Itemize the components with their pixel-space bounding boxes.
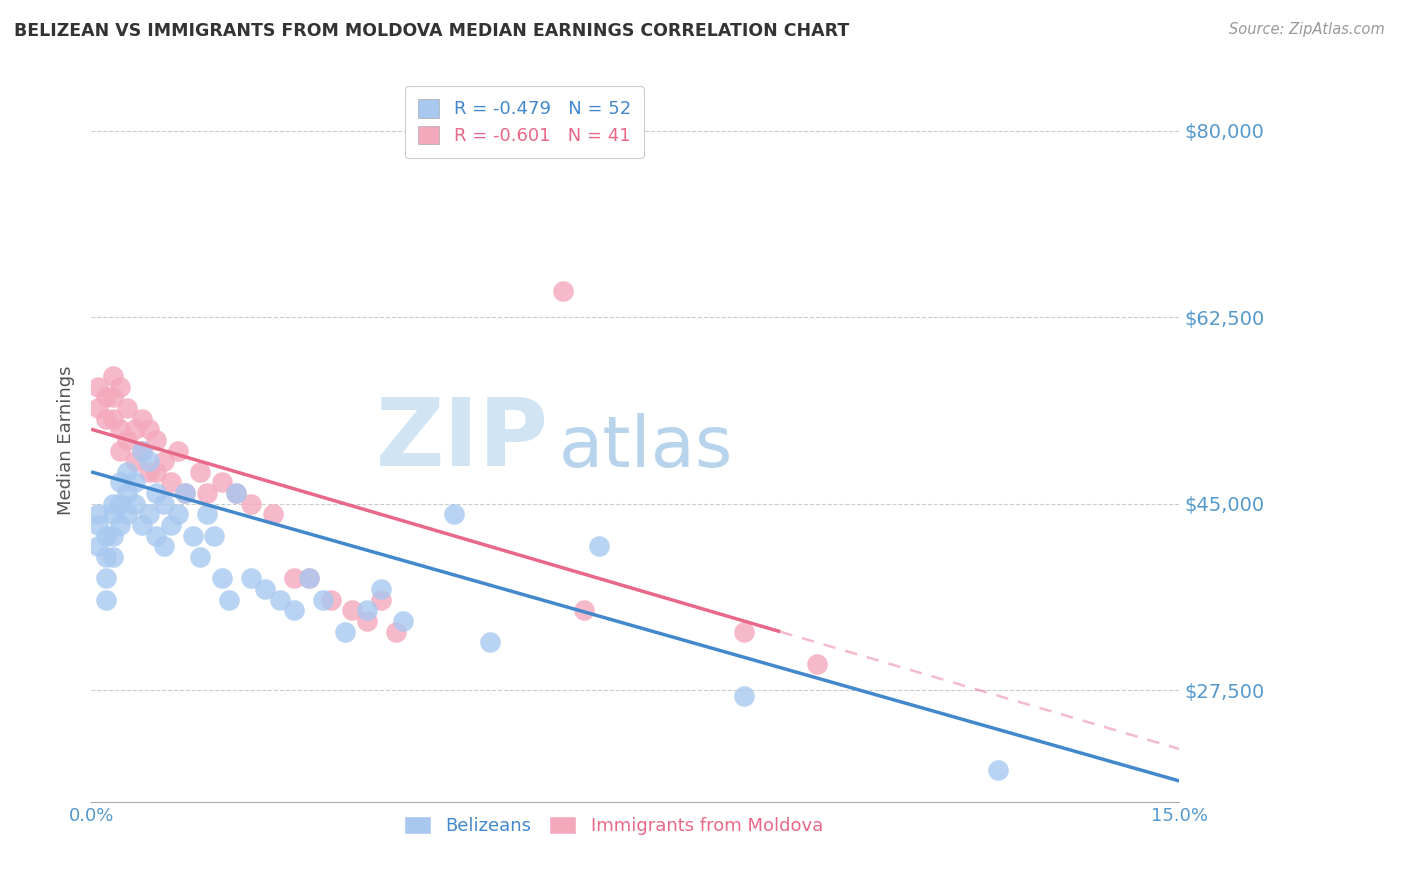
Point	[152, 540, 174, 554]
Point	[131, 411, 153, 425]
Point	[124, 422, 146, 436]
Point	[269, 592, 291, 607]
Point	[117, 433, 139, 447]
Point	[117, 486, 139, 500]
Point	[392, 614, 415, 628]
Point	[101, 368, 124, 383]
Point	[298, 571, 321, 585]
Point	[117, 465, 139, 479]
Point	[94, 411, 117, 425]
Point	[94, 529, 117, 543]
Point	[370, 582, 392, 596]
Point	[94, 592, 117, 607]
Point	[574, 603, 596, 617]
Point	[87, 401, 110, 415]
Point	[117, 508, 139, 522]
Point	[160, 518, 183, 533]
Point	[145, 486, 167, 500]
Point	[443, 508, 465, 522]
Point	[94, 571, 117, 585]
Point	[188, 465, 211, 479]
Point	[239, 571, 262, 585]
Point	[479, 635, 502, 649]
Point	[101, 529, 124, 543]
Point	[312, 592, 335, 607]
Point	[225, 486, 247, 500]
Point	[131, 518, 153, 533]
Text: BELIZEAN VS IMMIGRANTS FROM MOLDOVA MEDIAN EARNINGS CORRELATION CHART: BELIZEAN VS IMMIGRANTS FROM MOLDOVA MEDI…	[14, 22, 849, 40]
Point	[108, 379, 131, 393]
Point	[356, 614, 378, 628]
Point	[254, 582, 277, 596]
Point	[131, 443, 153, 458]
Point	[124, 454, 146, 468]
Text: Source: ZipAtlas.com: Source: ZipAtlas.com	[1229, 22, 1385, 37]
Point	[87, 508, 110, 522]
Point	[588, 540, 610, 554]
Point	[101, 550, 124, 565]
Y-axis label: Median Earnings: Median Earnings	[58, 365, 75, 515]
Point	[117, 401, 139, 415]
Point	[87, 518, 110, 533]
Point	[124, 497, 146, 511]
Point	[138, 454, 160, 468]
Point	[181, 529, 204, 543]
Point	[152, 454, 174, 468]
Point	[342, 603, 364, 617]
Point	[87, 540, 110, 554]
Point	[211, 571, 233, 585]
Point	[174, 486, 197, 500]
Point	[356, 603, 378, 617]
Point	[218, 592, 240, 607]
Point	[167, 443, 190, 458]
Point	[160, 475, 183, 490]
Point	[152, 497, 174, 511]
Point	[319, 592, 342, 607]
Point	[806, 657, 828, 671]
Point	[370, 592, 392, 607]
Point	[298, 571, 321, 585]
Text: atlas: atlas	[560, 413, 734, 482]
Point	[94, 390, 117, 404]
Point	[101, 508, 124, 522]
Point	[225, 486, 247, 500]
Point	[188, 550, 211, 565]
Point	[87, 379, 110, 393]
Point	[211, 475, 233, 490]
Point	[131, 443, 153, 458]
Point	[195, 508, 218, 522]
Point	[101, 411, 124, 425]
Point	[283, 571, 305, 585]
Point	[101, 497, 124, 511]
Point	[108, 518, 131, 533]
Point	[138, 465, 160, 479]
Point	[987, 764, 1010, 778]
Point	[138, 422, 160, 436]
Point	[262, 508, 284, 522]
Point	[733, 689, 755, 703]
Point	[195, 486, 218, 500]
Point	[94, 550, 117, 565]
Point	[124, 475, 146, 490]
Point	[145, 465, 167, 479]
Point	[174, 486, 197, 500]
Point	[101, 390, 124, 404]
Point	[204, 529, 226, 543]
Point	[108, 475, 131, 490]
Point	[108, 422, 131, 436]
Point	[145, 433, 167, 447]
Point	[108, 443, 131, 458]
Point	[333, 624, 356, 639]
Point	[239, 497, 262, 511]
Point	[138, 508, 160, 522]
Point	[733, 624, 755, 639]
Point	[108, 497, 131, 511]
Point	[145, 529, 167, 543]
Point	[167, 508, 190, 522]
Legend: Belizeans, Immigrants from Moldova: Belizeans, Immigrants from Moldova	[395, 806, 832, 844]
Point	[551, 284, 574, 298]
Point	[283, 603, 305, 617]
Text: ZIP: ZIP	[375, 394, 548, 486]
Point	[385, 624, 408, 639]
